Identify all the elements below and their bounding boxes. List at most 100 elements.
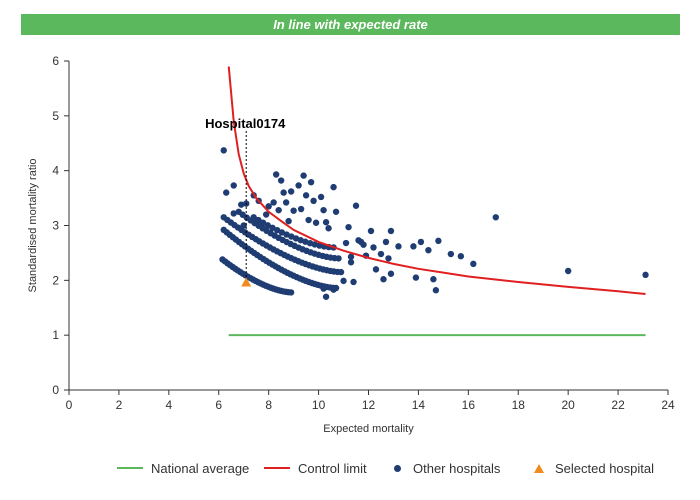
other-hospital-point[interactable] [312,219,320,226]
other-hospital-point[interactable] [345,223,352,231]
other-hospital-point[interactable] [287,188,295,195]
other-hospital-point[interactable] [320,285,327,292]
other-hospital-point[interactable] [282,199,290,206]
other-hospital-point[interactable] [259,219,267,226]
y-axis-label: Standardised mortality ratio [27,159,39,293]
other-hospital-point[interactable] [223,189,230,196]
x-tick-label: 6 [215,398,222,412]
other-hospital-point[interactable] [317,193,325,201]
y-tick-label: 2 [52,273,59,287]
control-limit-swatch [264,467,290,469]
legend-other-hospitals[interactable]: Other hospitals [394,458,500,478]
other-hospital-point[interactable] [412,274,420,281]
other-hospital-point[interactable] [280,189,287,196]
other-hospital-point[interactable] [252,216,260,224]
other-hospital-point[interactable] [220,147,227,154]
selected-hospital-marker[interactable] [241,277,252,287]
other-hospital-point[interactable] [447,250,455,258]
other-hospital-point[interactable] [238,201,245,208]
x-tick-label: 22 [611,398,625,412]
y-tick-label: 0 [52,383,59,397]
other-hospital-point[interactable] [387,227,395,235]
other-hospital-point[interactable] [322,219,330,226]
other-hospital-point[interactable] [240,222,247,229]
other-hospital-point[interactable] [372,266,380,273]
other-hospital-point[interactable] [347,259,355,266]
other-hospital-point[interactable] [410,243,417,250]
other-hospital-point[interactable] [492,214,499,221]
other-hospital-point[interactable] [367,227,375,235]
y-tick-label: 3 [52,219,59,233]
other-hospital-point[interactable] [335,255,342,262]
legend-other-label: Other hospitals [413,460,501,476]
other-hospital-point[interactable] [300,172,307,179]
other-hospital-point[interactable] [340,277,347,285]
legend-national-average[interactable]: National average [117,458,249,478]
other-hospital-point[interactable] [295,182,302,189]
other-hospital-point[interactable] [332,208,340,215]
other-hospital-point[interactable] [264,222,271,229]
other-hospital-point[interactable] [307,178,315,186]
other-hospital-point[interactable] [322,293,330,300]
x-ticks: 0 2 4 6 8 10 12 14 16 18 20 22 24 [66,390,675,412]
other-hospital-point[interactable] [457,253,465,260]
other-hospital-point[interactable] [380,276,387,283]
legend-control-limit[interactable]: Control limit [264,458,367,478]
other-hospital-point[interactable] [310,197,317,205]
other-hospital-point[interactable] [330,286,337,293]
other-hospital-point[interactable] [347,253,355,260]
other-hospital-point[interactable] [230,182,237,189]
other-hospital-point[interactable] [305,216,312,224]
other-hospital-point[interactable] [382,238,390,246]
other-hospital-point[interactable] [385,255,392,262]
other-hospital-point[interactable] [337,268,345,276]
other-hospital-point[interactable] [352,202,360,209]
other-hospital-point[interactable] [285,217,292,225]
other-hospital-point[interactable] [425,246,432,254]
other-hospital-point[interactable] [297,205,305,213]
legend: National average Control limit Other hos… [0,458,700,478]
other-hospital-point[interactable] [377,250,385,258]
x-tick-label: 20 [561,398,575,412]
legend-selected-hospital[interactable]: Selected hospital [534,458,654,478]
other-hospital-point[interactable] [290,207,297,214]
y-ticks: 0 1 2 3 4 5 6 [52,54,69,397]
other-hospitals-series [219,147,649,300]
other-hospital-point[interactable] [342,239,350,247]
other-hospital-point[interactable] [272,171,280,178]
other-hospital-point[interactable] [262,211,270,218]
other-hospital-point[interactable] [350,278,357,286]
other-hospital-point[interactable] [642,271,649,279]
other-hospital-point[interactable] [387,270,395,277]
other-hospital-point[interactable] [564,267,572,275]
other-hospital-point[interactable] [432,287,440,294]
x-tick-label: 2 [116,398,123,412]
other-hospital-point[interactable] [435,237,442,245]
y-tick-label: 1 [52,328,59,342]
x-tick-label: 0 [66,398,73,412]
other-hospital-point[interactable] [395,243,402,250]
other-hospital-point[interactable] [330,183,337,191]
other-hospital-point[interactable] [360,241,367,248]
other-hospital-point[interactable] [470,260,477,268]
other-hospital-point[interactable] [417,238,425,246]
other-hospital-point[interactable] [302,192,310,199]
other-hospital-point[interactable] [230,210,237,217]
other-hospital-point[interactable] [275,206,282,214]
legend-selected-label: Selected hospital [555,460,655,476]
legend-control-label: Control limit [298,460,367,476]
other-hospital-point[interactable] [430,276,437,283]
other-hospital-point[interactable] [320,206,327,214]
x-tick-label: 24 [661,398,675,412]
other-hospital-point[interactable] [277,177,285,184]
other-hospital-point[interactable] [325,225,332,232]
other-hospital-point[interactable] [265,203,272,210]
other-hospital-point[interactable] [370,244,377,251]
other-hospital-point[interactable] [270,199,277,206]
other-hospital-point[interactable] [287,289,295,296]
x-tick-label: 18 [512,398,526,412]
status-banner: In line with expected rate [21,14,680,35]
other-hospitals-swatch [394,464,401,472]
